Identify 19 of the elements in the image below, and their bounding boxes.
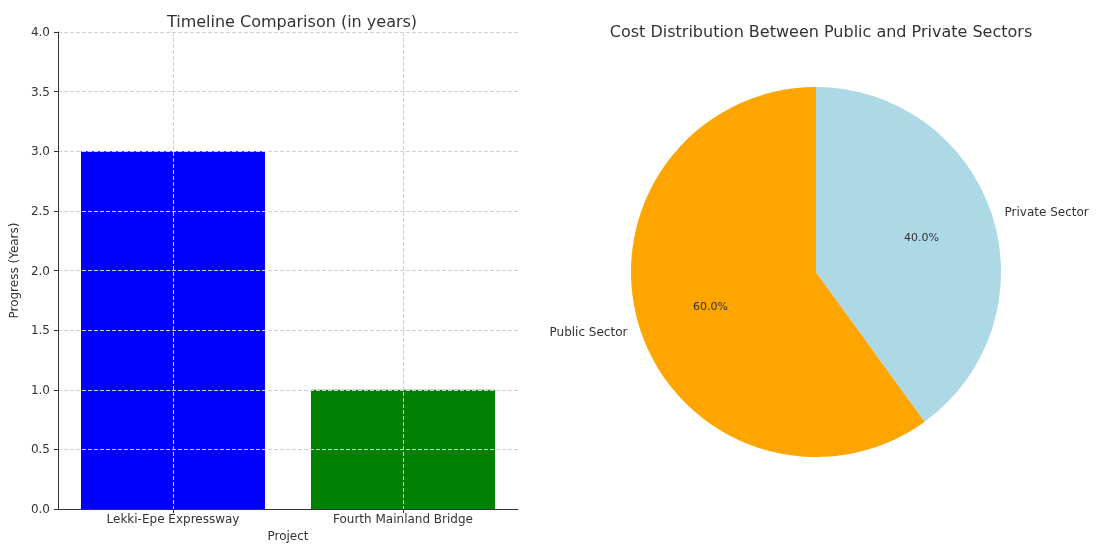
y-tick-label: 3.5 (30, 84, 50, 99)
data-label: 40.0% (904, 231, 940, 245)
y-tick-label: 2.5 (30, 203, 50, 218)
y-tick-label: 2.0 (30, 263, 50, 278)
slice-label: Public Sector (549, 324, 628, 339)
y-tick-label: 0.5 (30, 442, 50, 457)
y-tick-label: 1.5 (30, 323, 50, 338)
x-tick-label: Fourth Mainland Bridge (333, 512, 473, 527)
y-tick-label: 1.0 (30, 382, 50, 397)
slice-label: Private Sector (1004, 205, 1089, 220)
y-tick-label: 3.0 (30, 144, 50, 159)
y-tick-label: 4.0 (30, 25, 50, 39)
data-label: 60.0% (692, 299, 728, 313)
y-tick-label: 0.0 (30, 502, 50, 517)
y-axis-title: Progress (Years) (7, 222, 21, 319)
x-tick-label: Lekki-Epe Expressway (106, 512, 240, 527)
x-axis-title: Project (267, 529, 309, 543)
chart-title: Cost Distribution Between Public and Private Sectors (609, 21, 1033, 41)
chart-title: Timeline Comparison (in years) (165, 11, 418, 31)
